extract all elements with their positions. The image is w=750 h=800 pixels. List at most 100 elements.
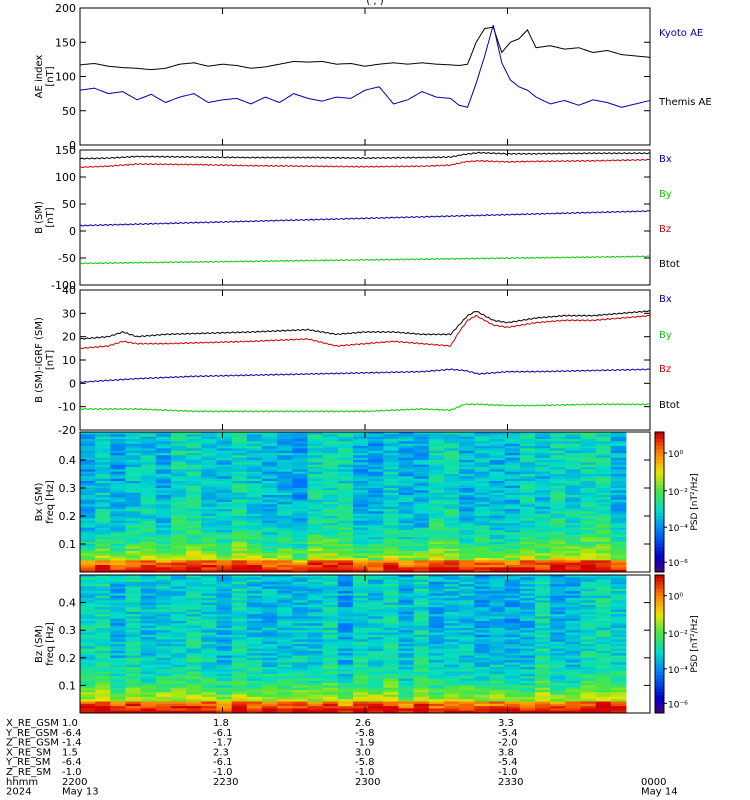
- spectrogram-cell: [504, 525, 521, 529]
- spectrogram-cell: [459, 671, 475, 675]
- spectrogram-cell: [155, 581, 172, 585]
- spectrogram-cell: [155, 520, 172, 524]
- spectrogram-cell: [246, 464, 263, 468]
- spectrogram-cell: [550, 632, 566, 636]
- spectrogram-cell: [292, 446, 308, 449]
- spectrogram-cell: [398, 685, 415, 689]
- spectrogram-cell: [489, 462, 506, 466]
- spectrogram-cell: [565, 497, 581, 501]
- spectrogram-cell: [383, 541, 399, 545]
- spectrogram-cell: [322, 588, 339, 592]
- spectrogram-cell: [246, 618, 263, 622]
- spectrogram-cell: [519, 548, 536, 552]
- spectrogram-cell: [489, 657, 506, 661]
- colorbar-segment: [655, 609, 664, 614]
- spectrogram-cell: [155, 562, 172, 566]
- spectrogram-cell: [186, 584, 202, 587]
- spectrogram-cell: [368, 625, 384, 629]
- spectrogram-cell: [292, 694, 308, 698]
- spectrogram-cell: [186, 558, 202, 561]
- spectrogram-cell: [80, 660, 96, 663]
- spectrogram-cell: [186, 492, 202, 496]
- spectrogram-cell: [428, 555, 445, 559]
- spectrogram-cell: [610, 609, 627, 613]
- spectrogram-cell: [383, 488, 399, 491]
- spectrogram-cell: [140, 708, 157, 712]
- spectrogram-cell: [610, 527, 627, 531]
- spectrogram-cell: [140, 497, 157, 501]
- spectrogram-cell: [292, 621, 308, 624]
- spectrogram-cell: [262, 676, 278, 679]
- spectrogram-cell: [322, 662, 339, 666]
- spectrogram-cell: [428, 460, 445, 463]
- spectrogram-cell: [535, 471, 551, 475]
- spectrogram-cell: [474, 696, 490, 700]
- spectrogram-cell: [307, 609, 324, 613]
- spectrogram-cell: [110, 546, 126, 550]
- spectrogram-cell: [216, 600, 233, 603]
- spectrogram-cell: [595, 625, 612, 629]
- spectrogram-cell: [535, 584, 551, 587]
- spectrogram-cell: [277, 609, 293, 613]
- spectrogram-cell: [337, 625, 354, 629]
- spectrogram-cell: [519, 685, 536, 689]
- spectrogram-cell: [322, 560, 339, 564]
- y-tick-label: 0.3: [59, 482, 77, 495]
- spectrogram-cell: [110, 567, 126, 571]
- spectrogram-cell: [368, 523, 384, 526]
- spectrogram-cell: [246, 446, 263, 449]
- spectrogram-cell: [504, 497, 521, 501]
- spectrogram-cell: [535, 439, 551, 442]
- spectrogram-cell: [610, 553, 627, 557]
- spectrogram-cell: [292, 664, 308, 668]
- spectrogram-cell: [110, 683, 126, 686]
- spectrogram-cell: [413, 637, 430, 640]
- spectrogram-cell: [140, 467, 157, 470]
- spectrogram-cell: [110, 446, 126, 449]
- spectrogram-cell: [322, 586, 339, 590]
- spectrogram-cell: [186, 434, 202, 438]
- spectrogram-cell: [216, 527, 233, 531]
- spectrogram-cell: [262, 694, 278, 698]
- spectrogram-cell: [246, 441, 263, 445]
- spectrogram-cell: [413, 703, 430, 707]
- spectrogram-cell: [155, 595, 172, 599]
- spectrogram-cell: [489, 539, 506, 543]
- spectrogram-cell: [444, 701, 460, 705]
- spectrogram-cell: [262, 523, 278, 526]
- spectrogram-cell: [307, 616, 324, 620]
- spectrogram-cell: [535, 660, 551, 663]
- spectrogram-cell: [155, 558, 172, 561]
- spectrogram-cell: [428, 575, 445, 578]
- colorbar-segment: [655, 481, 664, 485]
- spectrogram-cell: [231, 653, 248, 656]
- spectrogram-cell: [322, 696, 339, 700]
- spectrogram-cell: [519, 504, 536, 508]
- spectrogram-cell: [474, 509, 490, 512]
- spectrogram-cell: [201, 525, 217, 529]
- spectrogram-cell: [125, 591, 142, 594]
- spectrogram-cell: [125, 446, 142, 449]
- spectrogram-cell: [171, 555, 187, 559]
- spectrogram-cell: [231, 436, 248, 440]
- colorbar-segment: [655, 616, 664, 621]
- spectrogram-cell: [353, 657, 369, 661]
- spectrogram-cell: [337, 575, 354, 578]
- spectrogram-cell: [110, 537, 126, 540]
- spectrogram-cell: [474, 593, 490, 597]
- spectrogram-cell: [140, 662, 157, 666]
- spectrogram-cell: [444, 600, 460, 603]
- spectrogram-cell: [459, 565, 475, 568]
- spectrogram-cell: [474, 453, 490, 456]
- spectrogram-cell: [383, 527, 399, 531]
- spectrogram-cell: [322, 678, 339, 682]
- spectrogram-cell: [262, 555, 278, 559]
- spectrogram-cell: [140, 516, 157, 519]
- spectrogram-cell: [337, 623, 354, 626]
- spectrogram-cell: [95, 591, 111, 594]
- spectrogram-cell: [262, 467, 278, 470]
- spectrogram-cell: [368, 655, 384, 659]
- spectrogram-cell: [231, 499, 248, 503]
- spectrogram-cell: [610, 680, 627, 684]
- spectrogram-cell: [565, 699, 581, 702]
